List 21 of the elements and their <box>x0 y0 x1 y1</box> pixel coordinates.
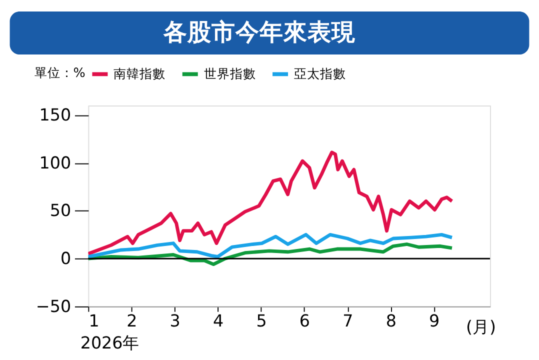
x-tick-label: 4 <box>213 312 224 331</box>
y-tick-label: 50 <box>50 201 72 220</box>
x-tick-label: 5 <box>256 312 267 331</box>
legend-label: 世界指數 <box>204 67 256 82</box>
x-tick-label: 3 <box>170 312 180 331</box>
legend-title: 單位：% <box>34 66 86 82</box>
y-tick-label: −50 <box>36 296 72 316</box>
x-tick-label: 9 <box>429 312 440 331</box>
legend-label: 亞太指數 <box>294 67 346 82</box>
x-tick-label: 8 <box>386 312 396 331</box>
x-axis-title: (月) <box>466 317 496 336</box>
chart-title: 各股市今年來表現 <box>162 18 357 46</box>
y-tick-label: 100 <box>39 153 72 172</box>
legend-label: 南韓指數 <box>114 67 166 82</box>
x-tick-label: 7 <box>342 312 354 331</box>
text: 2026年 <box>80 334 140 353</box>
x-tick-label: 1 <box>88 312 100 331</box>
x-tick-label: 6 <box>299 312 310 331</box>
y-tick-label: 0 <box>60 248 72 268</box>
y-tick-label: 150 <box>39 105 72 124</box>
x-tick-label: 2 <box>126 312 138 331</box>
